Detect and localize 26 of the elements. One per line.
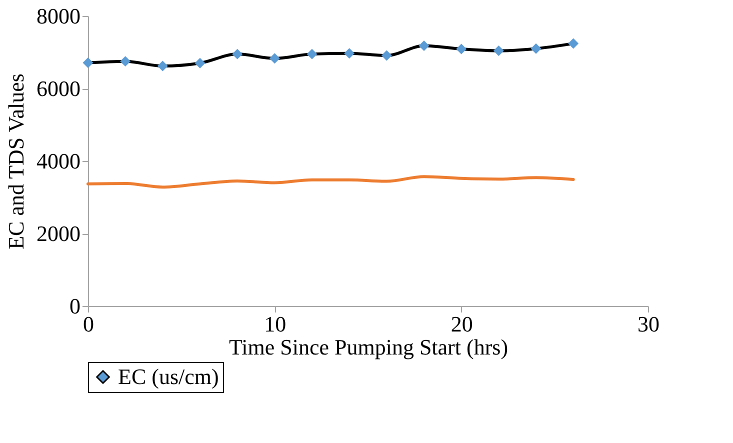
y-tick-label: 4000: [36, 148, 80, 174]
x-tick-label: 30: [638, 312, 660, 336]
point: [232, 48, 243, 60]
x-tick-label: 10: [264, 312, 286, 336]
point: [381, 50, 392, 61]
point: [82, 58, 94, 68]
x-tick-label: 20: [450, 312, 473, 336]
y-axis-title: EC and TDS Values: [4, 74, 28, 250]
point: [456, 44, 467, 54]
line-series: [86, 175, 575, 189]
y-tick-label: 8000: [36, 4, 80, 28]
legend-label: EC (us/cm): [118, 364, 219, 389]
point: [269, 53, 280, 64]
point: [344, 48, 355, 59]
point: [568, 38, 579, 49]
point: [493, 46, 504, 56]
point: [418, 40, 430, 51]
point: [157, 60, 168, 72]
point: [194, 58, 206, 68]
y-tick-label: 2000: [36, 221, 80, 246]
point: [120, 56, 131, 67]
y-tick-label: 0: [70, 294, 80, 318]
point: [306, 48, 318, 60]
x-axis-title: Time Since Pumping Start (hrs): [228, 334, 508, 360]
point: [530, 43, 542, 54]
y-tick-label: 6000: [36, 76, 80, 101]
